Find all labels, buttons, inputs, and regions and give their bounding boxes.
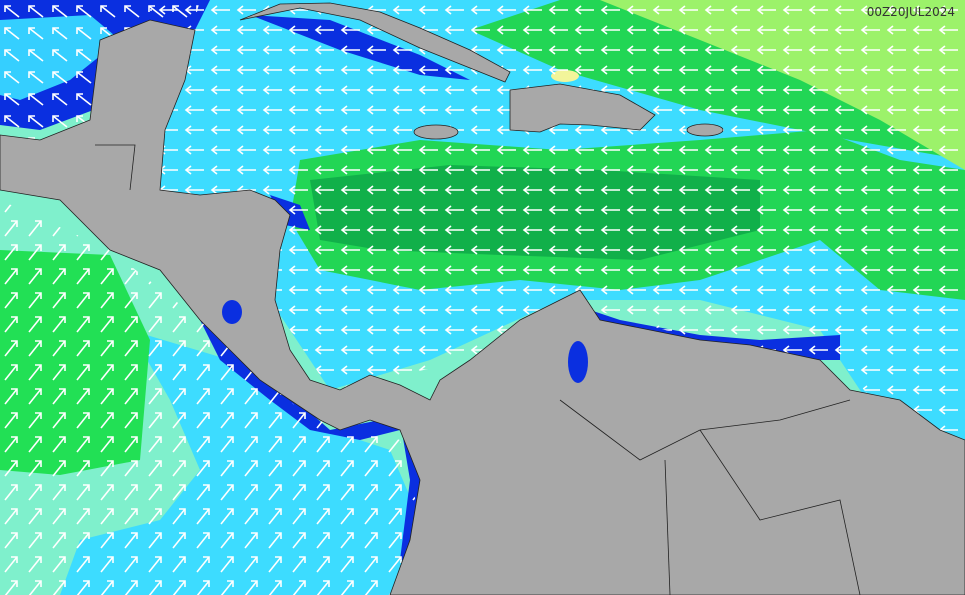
mainland bbox=[0, 19, 965, 595]
wind-arrows-caribbean bbox=[150, 0, 965, 470]
puerto-rico bbox=[686, 123, 724, 137]
timestamp: 00Z20JUL2024 bbox=[867, 5, 955, 19]
cuba bbox=[239, 2, 511, 83]
lake-maracaibo bbox=[568, 341, 588, 383]
lakes bbox=[222, 300, 588, 383]
wind-arrows-pacific bbox=[0, 200, 440, 595]
lake-nicaragua bbox=[222, 300, 242, 324]
borders bbox=[95, 144, 861, 595]
hispaniola bbox=[509, 83, 656, 133]
jamaica bbox=[413, 124, 459, 140]
